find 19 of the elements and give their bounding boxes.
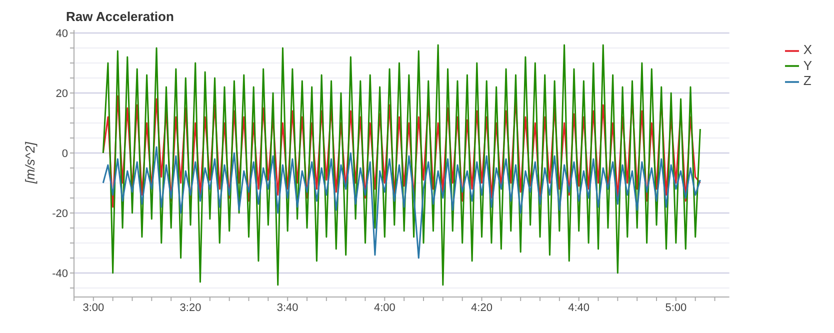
y-tick-label: -40 — [52, 268, 68, 280]
y-tick-label: 20 — [56, 88, 68, 100]
x-tick-label: 3:00 — [82, 302, 104, 314]
x-tick-label: 3:20 — [180, 302, 202, 314]
line-series — [102, 146, 701, 259]
x-tick-label: 4:40 — [568, 302, 590, 314]
chart-title: Raw Acceleration — [66, 9, 174, 24]
y-tick-label: 0 — [62, 148, 68, 160]
x-tick-label: 4:00 — [374, 302, 396, 314]
x-tick-label: 3:40 — [276, 302, 298, 314]
x-tick-label: 4:20 — [471, 302, 492, 314]
legend-label: Z — [803, 73, 812, 88]
legend-label: X — [803, 42, 812, 57]
y-axis-title: [m/s^2] — [22, 142, 38, 184]
line-series — [102, 44, 701, 286]
y-tick-label: -20 — [52, 208, 68, 220]
y-tick-label: 40 — [56, 28, 68, 40]
legend-label: Y — [803, 58, 812, 73]
x-tick-label: 5:00 — [665, 302, 687, 314]
